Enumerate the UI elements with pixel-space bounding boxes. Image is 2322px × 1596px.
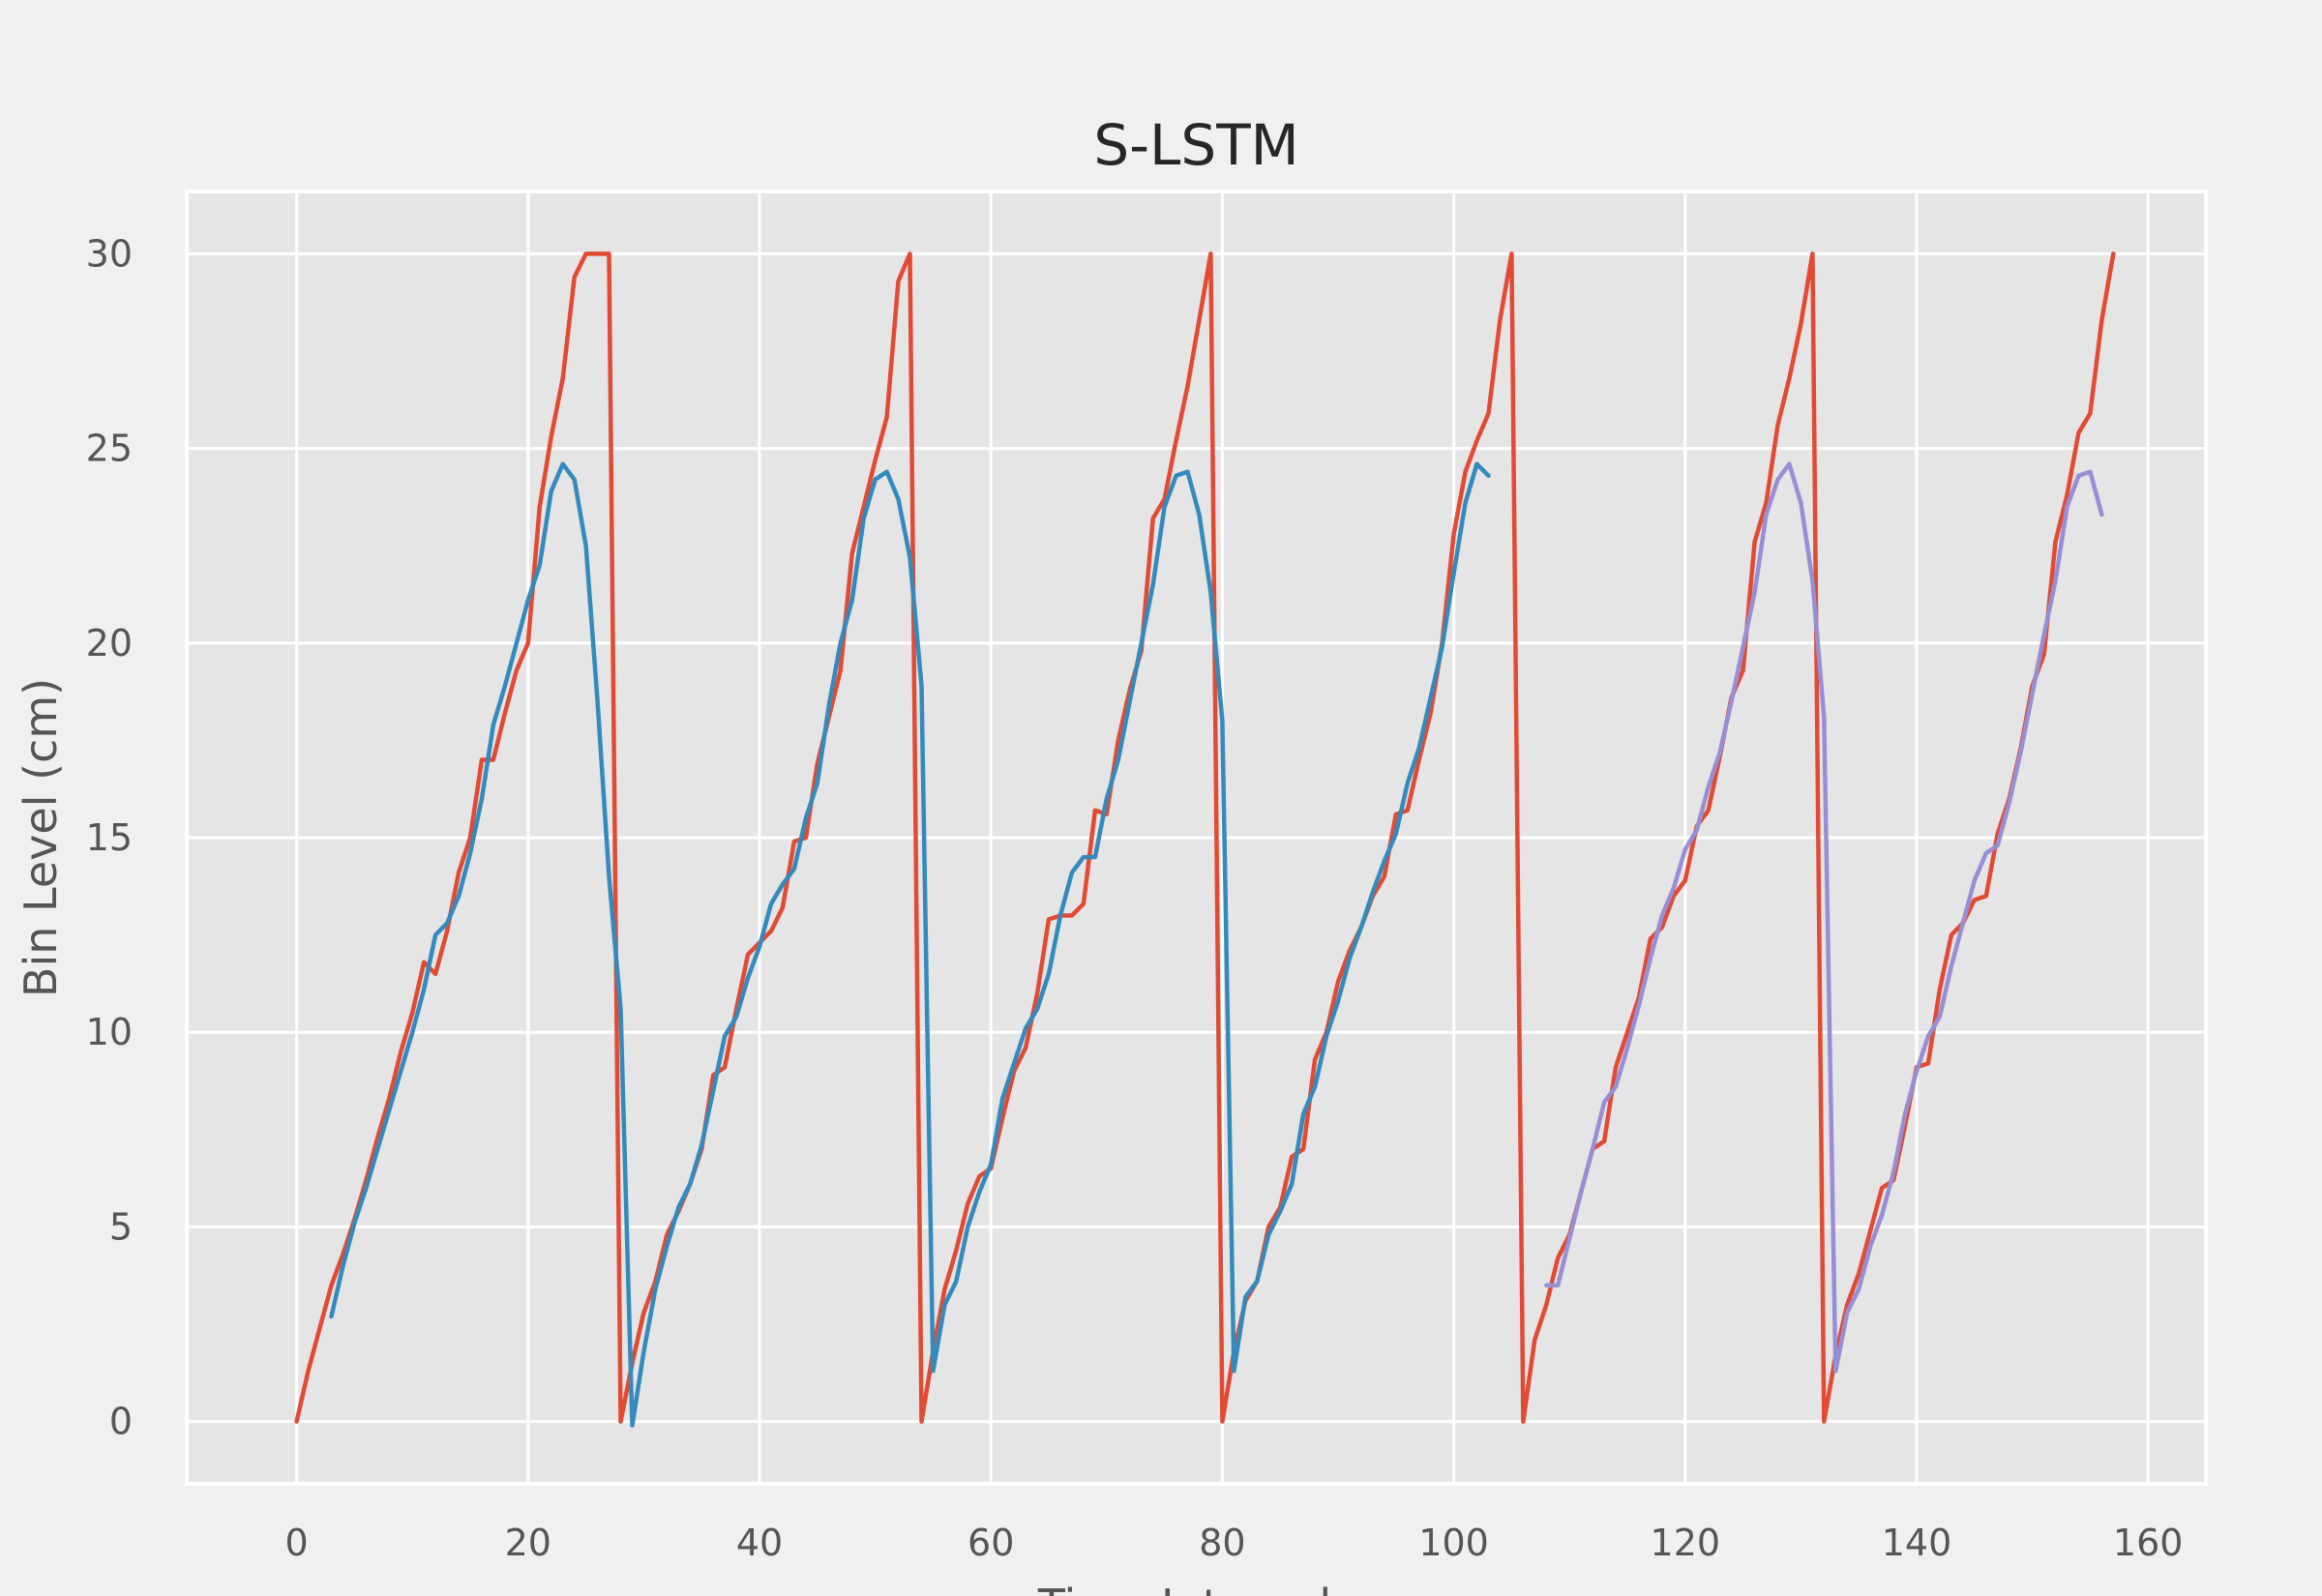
y-tick-label-5: 25 [86,428,133,470]
series-lines [294,251,2116,1428]
grid-lines [187,192,2206,1484]
y-tick-label-3: 15 [86,816,133,859]
y-tick-label-0: 0 [109,1401,133,1443]
x-tick-label-2: 40 [736,1522,783,1564]
series-line-1 [329,461,1491,1428]
series-line-0 [294,251,2116,1424]
x-tick-label-1: 20 [505,1522,551,1564]
tick-labels: 0 20 40 60 80 100 120 140 160 0 5 10 15 20 25 30 [86,232,2184,1564]
x-tick-label-0: 0 [285,1522,309,1564]
x-tick-label-6: 120 [1651,1522,1721,1564]
x-axis-label: Time Intervals [1037,1580,1354,1596]
y-tick-label-2: 10 [86,1011,133,1053]
y-tick-label-1: 5 [109,1205,133,1248]
y-axis-label: Bin Level (cm) [15,678,67,997]
x-tick-label-7: 140 [1882,1522,1952,1564]
x-tick-label-4: 80 [1199,1522,1245,1564]
y-tick-label-4: 20 [86,622,133,665]
y-tick-label-6: 30 [86,232,133,275]
series-line-2 [1544,461,2104,1374]
chart-title: S-LSTM [1093,112,1298,178]
x-tick-label-5: 100 [1418,1522,1489,1564]
x-tick-label-8: 160 [2113,1522,2184,1564]
x-tick-label-3: 60 [968,1522,1014,1564]
